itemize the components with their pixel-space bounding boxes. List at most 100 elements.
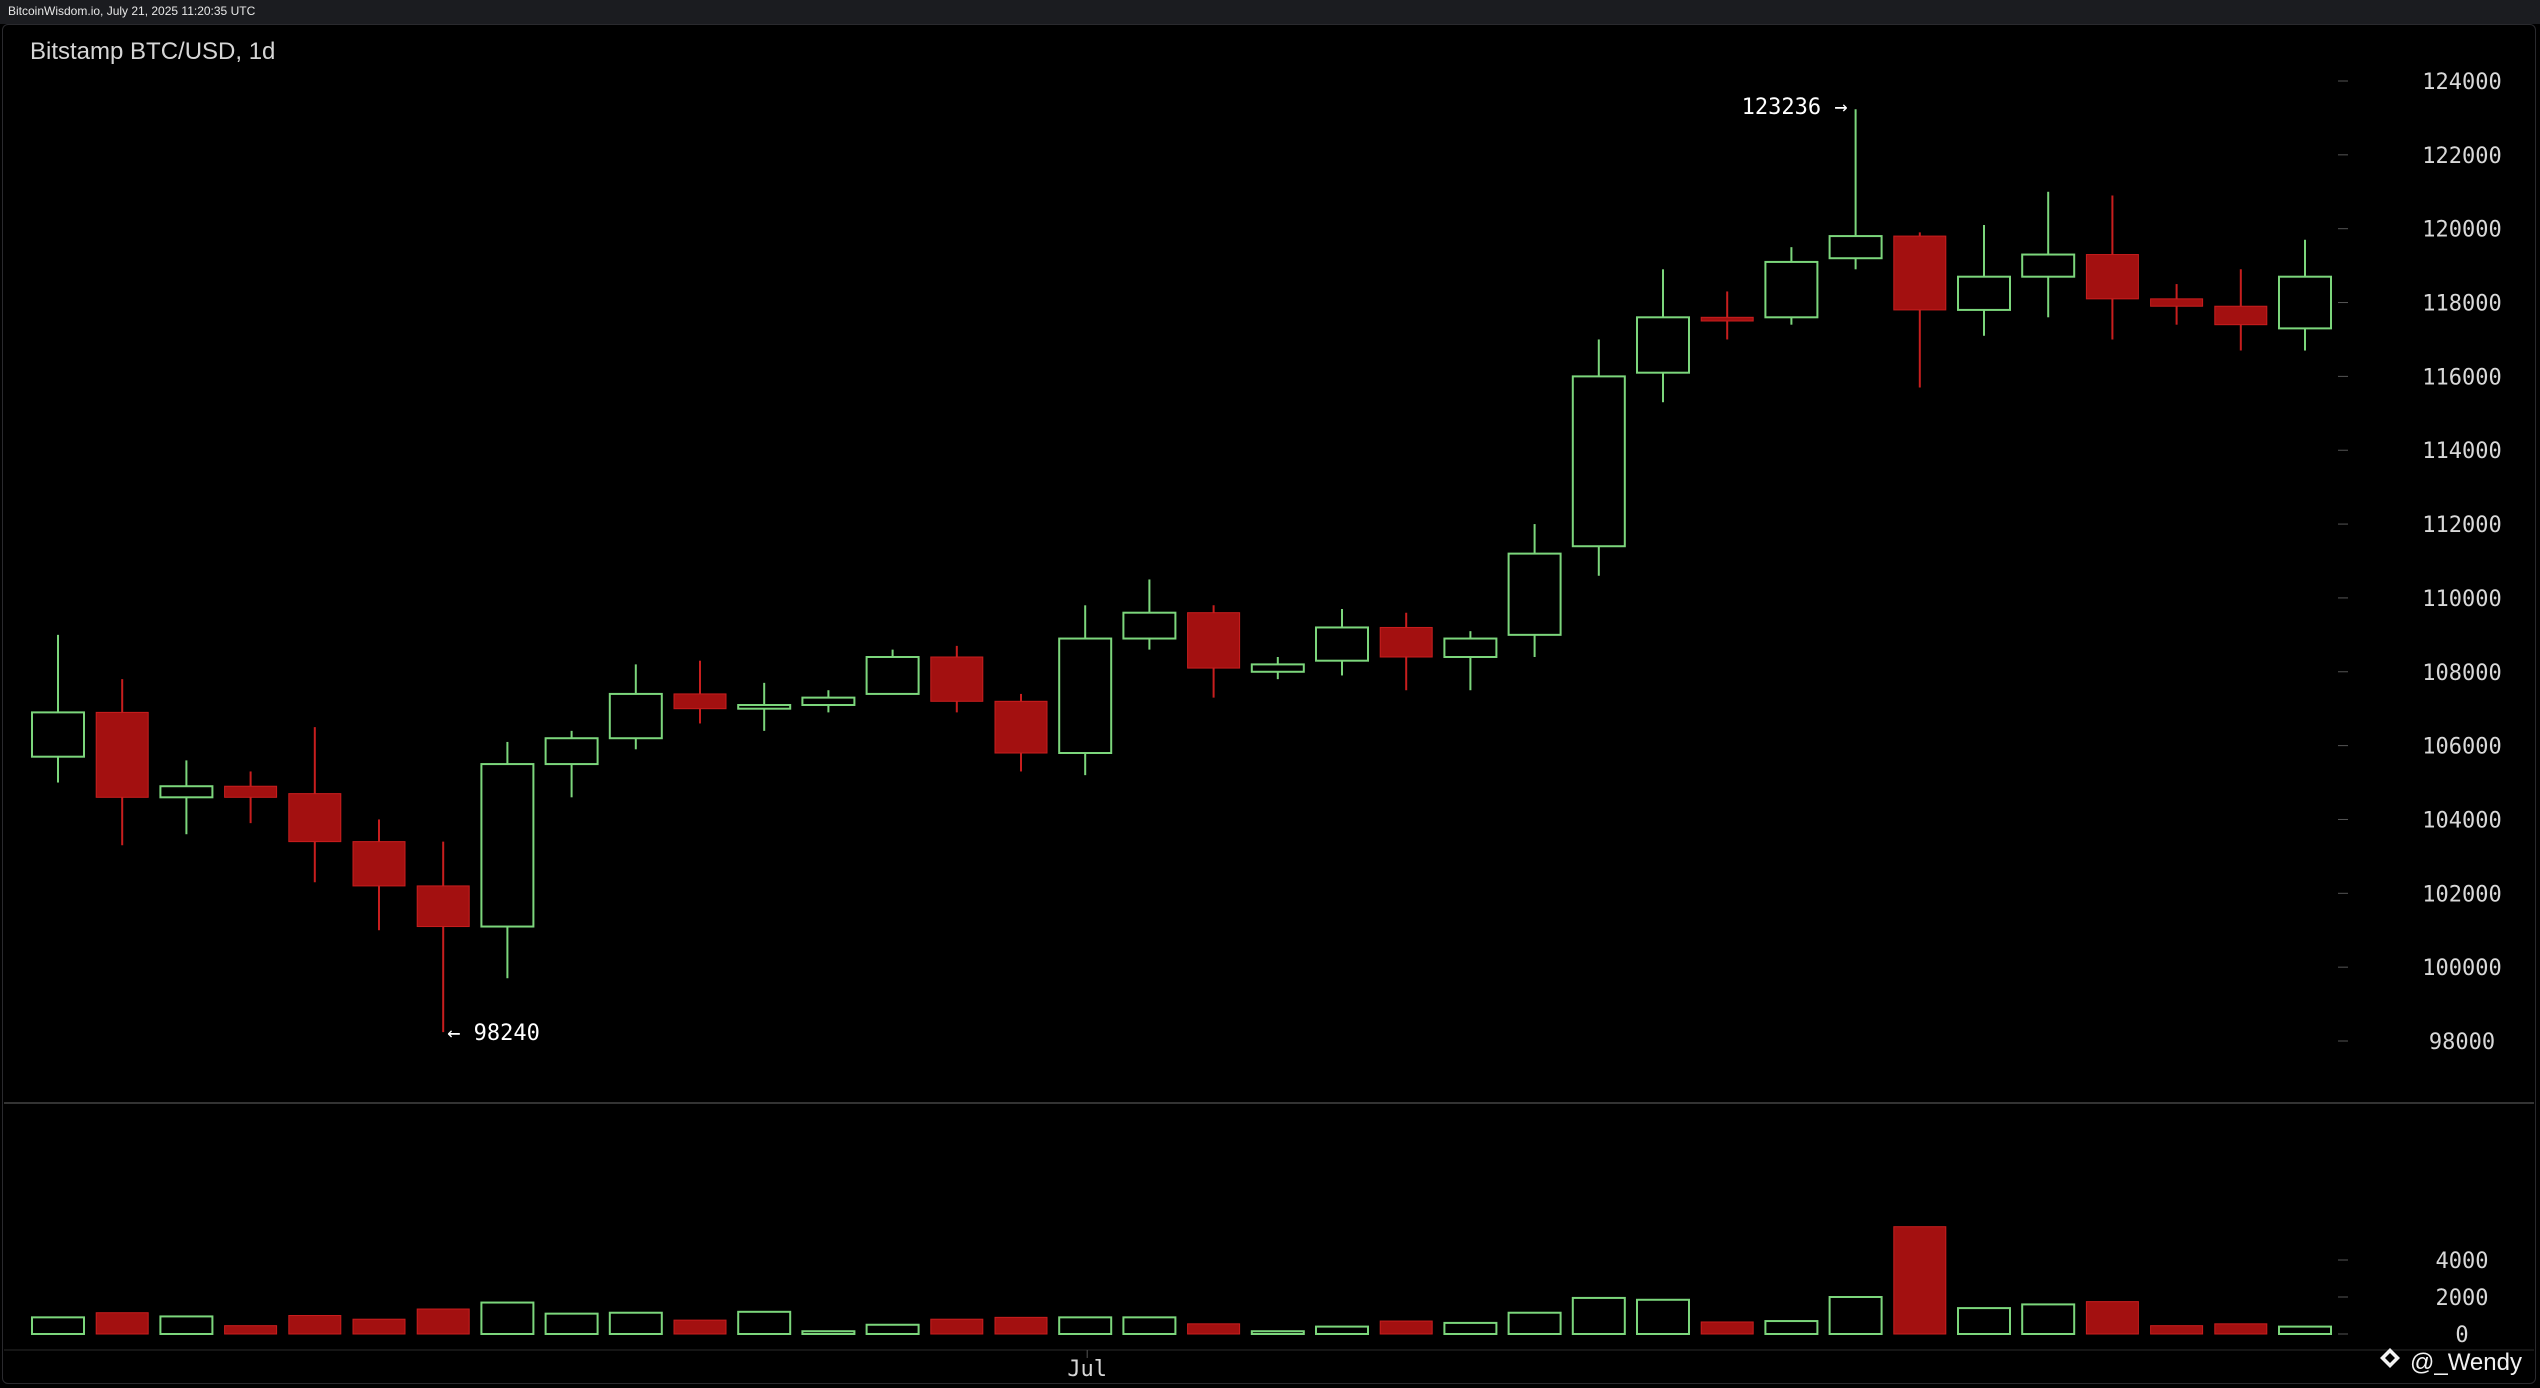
candle-body: [1315, 626, 1369, 662]
candle-down: [224, 771, 278, 824]
price-tick-label: 114000: [2422, 439, 2501, 464]
candle-down: [1379, 612, 1433, 691]
volume-bar-down: [95, 1312, 149, 1335]
candle-up: [1828, 109, 1883, 270]
candle-up: [31, 634, 85, 783]
volume-bar-up: [1315, 1325, 1369, 1335]
candle-up: [865, 649, 920, 695]
candle-body: [480, 763, 535, 928]
candle-down: [2150, 284, 2204, 325]
candle-up: [544, 730, 599, 798]
volume-bar-up: [801, 1330, 856, 1335]
volume-bar-down: [1700, 1321, 1754, 1335]
candle-body: [224, 785, 278, 798]
price-candles: [31, 109, 2332, 1033]
volume-tick-label: 4000: [2436, 1249, 2489, 1274]
candle-body: [1636, 316, 1690, 374]
price-tick-label: 124000: [2422, 70, 2501, 95]
candle-down: [930, 645, 984, 713]
price-tick-label: 98000: [2429, 1030, 2495, 1055]
volume-bar-up: [1507, 1311, 1562, 1335]
candle-body: [544, 737, 599, 766]
volume-bar-up: [159, 1315, 214, 1336]
annotations: 123236 → ← 98240: [447, 95, 1847, 1046]
candle-down: [2085, 195, 2139, 340]
volume-bar-up: [480, 1301, 535, 1336]
candle-body: [1957, 275, 2011, 311]
volume-tick-label: 2000: [2436, 1286, 2489, 1311]
candle-up: [1058, 605, 1113, 776]
volume-bar-up: [1764, 1320, 1819, 1336]
candle-down: [2214, 269, 2268, 351]
candle-up: [737, 682, 792, 731]
candle-body: [930, 656, 984, 702]
candle-down: [994, 693, 1048, 772]
volume-bar-up: [31, 1316, 85, 1335]
candle-body: [1700, 316, 1754, 322]
time-tick-label: Jul: [1067, 1357, 1107, 1382]
volume-bar-up: [1058, 1316, 1113, 1335]
volume-bar-up: [865, 1323, 920, 1335]
high-annotation: 123236 →: [1742, 95, 1848, 120]
candle-body: [1250, 663, 1305, 673]
candle-up: [1250, 657, 1305, 680]
watermark: @_Wendy: [2378, 1346, 2522, 1377]
pane-separators: [4, 1102, 2534, 1351]
volume-bar-up: [544, 1312, 599, 1336]
price-tick-label: 120000: [2422, 218, 2501, 243]
candle-up: [608, 664, 663, 750]
candle-body: [1828, 235, 1883, 260]
volume-bar-down: [2214, 1323, 2268, 1335]
candle-up: [480, 741, 535, 979]
volume-bar-down: [352, 1318, 406, 1335]
candle-up: [1571, 339, 1626, 576]
candle-body: [1507, 552, 1562, 636]
candle-down: [673, 660, 727, 724]
volume-bar-down: [288, 1315, 342, 1335]
candle-down: [416, 841, 470, 1033]
candle-body: [801, 696, 856, 706]
candle-down: [288, 727, 342, 883]
candle-body: [159, 785, 214, 799]
candle-up: [1315, 609, 1369, 676]
volume-bar-down: [224, 1325, 278, 1335]
candle-up: [2021, 191, 2076, 318]
candle-body: [2150, 298, 2204, 307]
candle-body: [608, 692, 663, 740]
price-tick-label: 116000: [2422, 365, 2501, 390]
volume-bar-down: [673, 1319, 727, 1335]
volume-axis: 0 2000 4000: [2338, 1249, 2488, 1348]
volume-bar-up: [608, 1311, 663, 1335]
volume-bar-up: [1636, 1298, 1690, 1336]
candle-down: [1893, 232, 1947, 388]
diamond-logo-icon: [2378, 1346, 2402, 1377]
volume-bar-down: [1187, 1323, 1241, 1335]
price-tick-label: 122000: [2422, 144, 2501, 169]
candle-body: [95, 711, 149, 798]
price-tick-label: 102000: [2422, 882, 2501, 907]
price-tick-label: 100000: [2422, 956, 2501, 981]
top-info-bar: BitcoinWisdom.io, July 21, 2025 11:20:35…: [0, 0, 2540, 24]
candle-body: [994, 700, 1048, 754]
chart-title: Bitstamp BTC/USD, 1d: [30, 38, 276, 65]
candle-body: [2021, 253, 2076, 278]
candle-up: [1443, 631, 1498, 691]
price-axis: 98000 100000 102000 104000 106000 108000 11000…: [2338, 70, 2502, 1055]
candle-up: [801, 690, 856, 713]
candle-body: [1764, 260, 1819, 319]
price-tick-label: 104000: [2422, 808, 2501, 833]
candle-body: [2278, 275, 2332, 330]
candle-down: [1187, 605, 1241, 698]
candle-up: [2278, 239, 2332, 351]
volume-bar-up: [737, 1310, 792, 1336]
candle-body: [1122, 611, 1177, 640]
volume-bar-up: [1828, 1296, 1883, 1335]
candle-body: [1058, 637, 1113, 754]
volume-bar-up: [1122, 1316, 1177, 1335]
volume-tick-label: 0: [2455, 1323, 2468, 1348]
volume-bar-down: [1379, 1320, 1433, 1335]
candle-body: [1571, 375, 1626, 548]
candle-down: [95, 679, 149, 846]
volume-bar-up: [1443, 1321, 1498, 1336]
